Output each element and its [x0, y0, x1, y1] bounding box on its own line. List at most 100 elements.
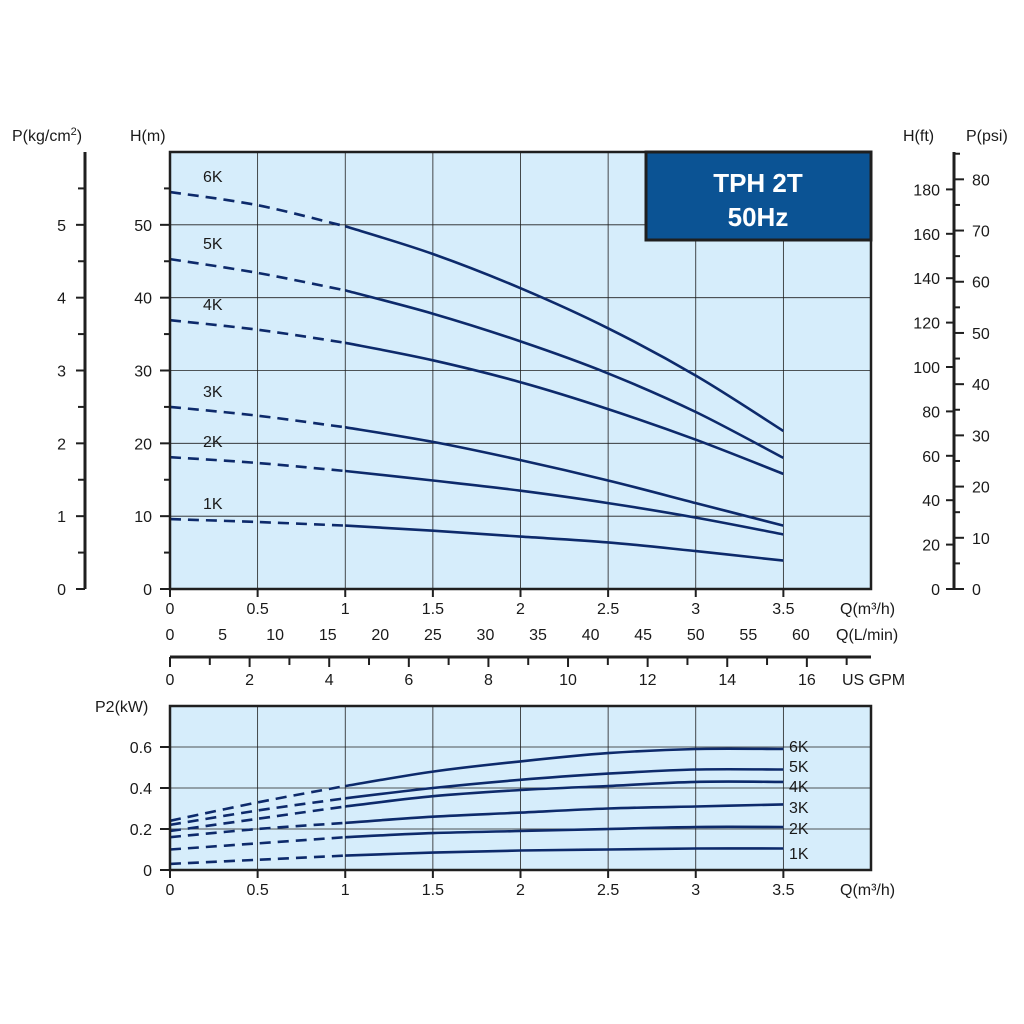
power-y-tick-label: 0.6 [130, 740, 152, 757]
head-ft-tick-label: 40 [922, 493, 940, 510]
pressure-tick-label: 5 [57, 218, 66, 235]
psi-axis: 0 10 20 30 40 50 60 70 80 [954, 152, 990, 599]
left-pressure-axis-title: P(kg/cm2) [12, 126, 82, 145]
psi-tick-label: 30 [972, 428, 990, 445]
power-y-tick-label: 0 [143, 863, 152, 880]
head-plot-grid [170, 152, 871, 589]
psi-tick-label: 70 [972, 224, 990, 241]
flow-m3h-tick-label: 3 [691, 601, 700, 618]
flow-m3h-axis-title: Q(m³/h) [840, 601, 895, 618]
flow-lmin-tick-label: 60 [792, 627, 810, 644]
power-curve-5k [345, 767, 784, 800]
head-ft-tick-label: 0 [931, 582, 940, 599]
power-curve-6k [345, 747, 784, 788]
flow-lmin-tick-label: 10 [266, 627, 284, 644]
power-plot-grid [170, 706, 871, 870]
head-ft-tick-label: 120 [913, 316, 940, 333]
chart-title: TPH 2T [713, 168, 803, 198]
pressure-axis-title-superscript: 2 [71, 126, 77, 138]
flow-m3h-tick-label: 0 [166, 601, 175, 618]
power-curve-1k [345, 847, 784, 857]
power-y-tick-label: 0.4 [130, 781, 152, 798]
flow-lmin-tick-label: 20 [371, 627, 389, 644]
power-curve-dashed-6k [169, 784, 346, 823]
head-ft-axis-title: H(ft) [903, 128, 934, 145]
power-x-tick-label: 1 [341, 882, 350, 899]
head-curve-dashed-6k [169, 190, 346, 228]
head-series-labels: 6K 5K 4K 3K 2K 1K [203, 169, 223, 513]
head-series-label-1k: 1K [203, 496, 223, 513]
head-series-label-6k: 6K [203, 169, 223, 186]
power-curve-dashed-1k [169, 854, 346, 866]
flow-lmin-tick-label: 30 [477, 627, 495, 644]
pressure-axis-title-close: ) [77, 128, 82, 145]
head-ft-tick-label: 80 [922, 404, 940, 421]
power-series-labels: 6K 5K 4K 3K 2K 1K [789, 739, 809, 863]
head-m-tick-label: 30 [134, 364, 152, 381]
pressure-axis-title-main: P(kg/cm [12, 128, 71, 145]
head-m-axis-title: H(m) [130, 128, 166, 145]
flow-gpm-tick-label: 16 [798, 672, 816, 689]
power-curve-4k [345, 780, 784, 808]
head-ft-tick-label: 160 [913, 227, 940, 244]
power-curve-dashed-5k [169, 797, 346, 827]
flow-gpm-tick-label: 14 [718, 672, 736, 689]
head-curve-dashed-2k [169, 455, 346, 473]
chart-subtitle: 50Hz [728, 202, 789, 232]
head-curve-1k [345, 524, 784, 562]
pressure-tick-label: 2 [57, 436, 66, 453]
flow-lmin-tick-label: 50 [687, 627, 705, 644]
head-curves [169, 190, 785, 562]
flow-gpm-tick-label: 8 [484, 672, 493, 689]
power-x-tick-label: 2 [516, 882, 525, 899]
power-curve-dashed-2k [169, 835, 346, 851]
head-m-tick-label: 0 [143, 582, 152, 599]
power-x-tick-label: 3.5 [772, 882, 794, 899]
pressure-tick-label: 0 [57, 582, 66, 599]
psi-tick-label: 50 [972, 326, 990, 343]
power-x-tick-label: 1.5 [422, 882, 444, 899]
head-curve-dashed-4k [169, 318, 346, 345]
power-x-tick-label: 0 [166, 882, 175, 899]
flow-lmin-tick-label: 15 [319, 627, 337, 644]
power-curve-dashed-4k [169, 805, 346, 833]
power-x-axis-title: Q(m³/h) [840, 882, 895, 899]
head-ft-tick-label: 140 [913, 271, 940, 288]
head-m-ticks: 0 10 20 30 40 50 [134, 187, 170, 599]
head-curve-dashed-3k [169, 405, 346, 429]
head-ft-tick-label: 100 [913, 360, 940, 377]
power-curve-dashed-3k [169, 821, 346, 839]
power-series-label-6k: 6K [789, 739, 809, 756]
power-series-label-3k: 3K [789, 800, 809, 817]
flow-m3h-tick-label: 2 [516, 601, 525, 618]
flow-lmin-tick-label: 45 [634, 627, 652, 644]
flow-m3h-axis: 0 0.5 1 1.5 2 2.5 3 3.5 [166, 589, 795, 618]
head-m-tick-label: 40 [134, 291, 152, 308]
head-ft-tick-label: 60 [922, 449, 940, 466]
flow-lmin-tick-label: 0 [166, 627, 175, 644]
flow-m3h-tick-label: 3.5 [772, 601, 794, 618]
head-curve-dashed-5k [169, 257, 346, 292]
power-y-axis: 0 0.2 0.4 0.6 [130, 740, 170, 880]
head-ft-tick-label: 20 [922, 538, 940, 555]
flow-lmin-tick-label: 25 [424, 627, 442, 644]
head-curve-dashed-1k [169, 517, 346, 527]
head-curve-2k [345, 469, 784, 536]
psi-tick-label: 20 [972, 480, 990, 497]
power-y-tick-label: 0.2 [130, 822, 152, 839]
flow-gpm-tick-label: 10 [559, 672, 577, 689]
flow-gpm-tick-label: 12 [639, 672, 657, 689]
psi-axis-title: P(psi) [966, 128, 1008, 145]
flow-m3h-tick-label: 1.5 [422, 601, 444, 618]
flow-lmin-tick-label: 5 [218, 627, 227, 644]
power-x-tick-label: 3 [691, 882, 700, 899]
head-ft-tick-label: 180 [913, 182, 940, 199]
head-series-label-2k: 2K [203, 434, 223, 451]
flow-gpm-tick-label: 4 [325, 672, 334, 689]
flow-lmin-tick-label: 40 [582, 627, 600, 644]
head-series-label-3k: 3K [203, 384, 223, 401]
head-curve-4k [345, 341, 784, 476]
psi-tick-label: 10 [972, 531, 990, 548]
flow-gpm-tick-label: 6 [404, 672, 413, 689]
